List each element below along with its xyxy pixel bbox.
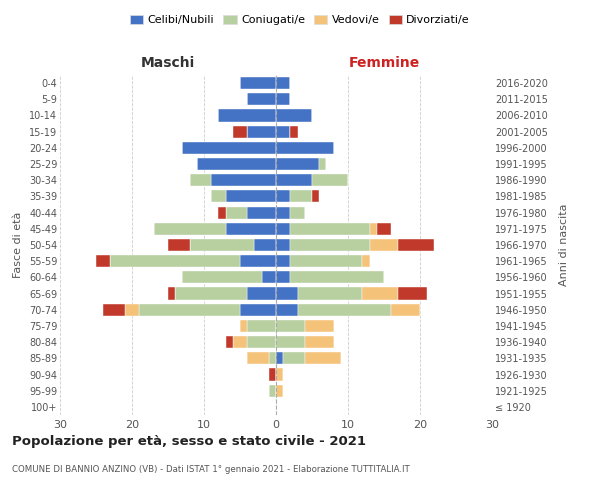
Bar — [276, 142, 334, 154]
Text: Femmine: Femmine — [349, 56, 419, 70]
Bar — [182, 272, 262, 283]
Bar — [182, 142, 276, 154]
Bar — [269, 352, 276, 364]
Bar — [312, 190, 319, 202]
Bar — [276, 384, 283, 397]
Bar — [139, 304, 240, 316]
Bar — [262, 272, 276, 283]
Bar — [276, 158, 319, 170]
Bar — [276, 272, 290, 283]
Text: Popolazione per età, sesso e stato civile - 2021: Popolazione per età, sesso e stato civil… — [12, 435, 366, 448]
Bar — [290, 239, 370, 251]
Bar — [240, 320, 247, 332]
Text: Maschi: Maschi — [141, 56, 195, 70]
Bar — [168, 288, 175, 300]
Y-axis label: Anni di nascita: Anni di nascita — [559, 204, 569, 286]
Bar — [233, 126, 247, 138]
Bar — [276, 110, 312, 122]
Bar — [370, 239, 398, 251]
Bar — [211, 174, 276, 186]
Bar — [276, 352, 283, 364]
Bar — [240, 255, 276, 268]
Bar — [290, 222, 370, 235]
Bar — [197, 158, 276, 170]
Bar — [290, 190, 312, 202]
Bar — [269, 368, 276, 380]
Bar — [276, 206, 290, 218]
Bar — [190, 174, 211, 186]
Bar — [269, 384, 276, 397]
Bar — [103, 304, 125, 316]
Bar — [247, 93, 276, 106]
Y-axis label: Fasce di età: Fasce di età — [13, 212, 23, 278]
Bar — [298, 304, 391, 316]
Bar — [276, 288, 298, 300]
Bar — [240, 304, 276, 316]
Bar — [398, 288, 427, 300]
Bar — [233, 336, 247, 348]
Bar — [218, 206, 226, 218]
Bar — [247, 288, 276, 300]
Bar — [290, 126, 298, 138]
Bar — [211, 190, 226, 202]
Bar — [305, 352, 341, 364]
Bar — [370, 222, 377, 235]
Bar — [290, 255, 362, 268]
Bar — [312, 174, 348, 186]
Bar — [298, 288, 362, 300]
Bar — [110, 255, 240, 268]
Bar — [254, 239, 276, 251]
Bar — [391, 304, 420, 316]
Bar — [362, 255, 370, 268]
Bar — [276, 222, 290, 235]
Bar — [226, 190, 276, 202]
Bar — [362, 288, 398, 300]
Bar — [276, 77, 290, 89]
Bar — [190, 239, 254, 251]
Bar — [305, 336, 334, 348]
Bar — [276, 368, 283, 380]
Bar — [276, 336, 305, 348]
Bar — [276, 320, 305, 332]
Bar — [247, 126, 276, 138]
Bar — [247, 320, 276, 332]
Bar — [276, 304, 298, 316]
Bar — [305, 320, 334, 332]
Text: COMUNE DI BANNIO ANZINO (VB) - Dati ISTAT 1° gennaio 2021 - Elaborazione TUTTITA: COMUNE DI BANNIO ANZINO (VB) - Dati ISTA… — [12, 465, 410, 474]
Bar — [226, 206, 247, 218]
Bar — [226, 336, 233, 348]
Bar — [290, 272, 384, 283]
Bar — [154, 222, 226, 235]
Bar — [125, 304, 139, 316]
Bar — [247, 206, 276, 218]
Bar — [240, 77, 276, 89]
Bar — [168, 239, 190, 251]
Bar — [247, 352, 269, 364]
Bar — [226, 222, 276, 235]
Bar — [290, 206, 305, 218]
Bar — [377, 222, 391, 235]
Bar — [276, 255, 290, 268]
Legend: Celibi/Nubili, Coniugati/e, Vedovi/e, Divorziati/e: Celibi/Nubili, Coniugati/e, Vedovi/e, Di… — [125, 10, 475, 30]
Bar — [276, 239, 290, 251]
Bar — [96, 255, 110, 268]
Bar — [319, 158, 326, 170]
Bar — [276, 174, 312, 186]
Bar — [276, 190, 290, 202]
Bar — [398, 239, 434, 251]
Bar — [247, 336, 276, 348]
Bar — [276, 126, 290, 138]
Bar — [218, 110, 276, 122]
Bar — [283, 352, 305, 364]
Bar — [175, 288, 247, 300]
Bar — [276, 93, 290, 106]
